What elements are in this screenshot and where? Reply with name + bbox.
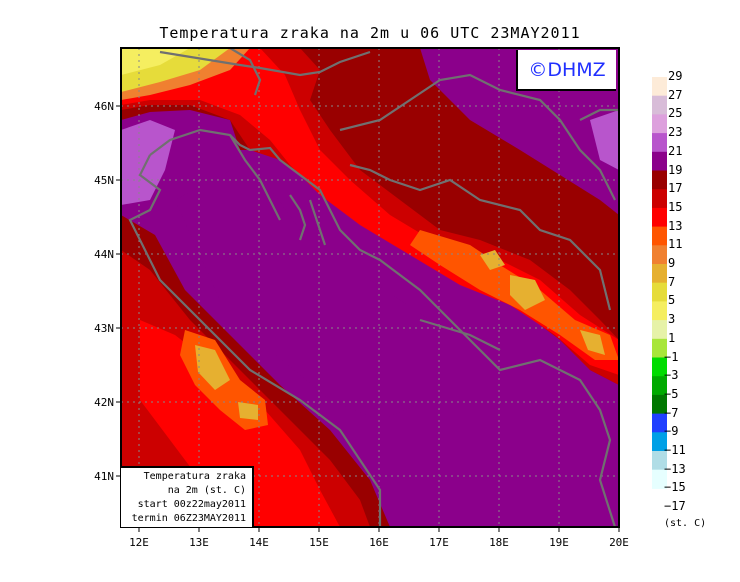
legend-swatch [652, 469, 667, 489]
legend-label: −13 [664, 461, 686, 476]
info-line-unit: na 2m (st. C) [167, 485, 246, 496]
lat-label: 41N [94, 470, 114, 483]
legend-label: 3 [668, 312, 676, 327]
legend-swatch [652, 170, 667, 190]
legend-swatch [652, 451, 667, 471]
legend-label: −9 [664, 424, 679, 439]
lon-label: 12E [129, 536, 149, 549]
legend-swatch [652, 413, 667, 433]
lon-label: 14E [249, 536, 269, 549]
legend-label: −7 [664, 405, 679, 420]
legend-colorbar [652, 77, 667, 489]
legend-label: 11 [668, 237, 683, 252]
legend-swatch [652, 133, 667, 153]
legend-swatch [652, 394, 667, 415]
dhmz-logo: ©DHMZ [516, 50, 616, 91]
lon-label: 20E [609, 536, 629, 549]
legend-label: −17 [664, 499, 686, 514]
legend-label: 25 [668, 106, 683, 121]
lon-label: 16E [369, 536, 389, 549]
info-line-title: Temperatura zraka [143, 471, 246, 482]
legend-swatch [652, 376, 667, 396]
info-line-termin: termin 06Z23MAY2011 [131, 513, 246, 524]
info-box: Temperatura zraka na 2m (st. C) start 00… [121, 466, 254, 527]
legend-swatch [652, 95, 667, 115]
legend-swatch [652, 301, 667, 321]
legend-swatch [652, 189, 667, 209]
legend-swatch [652, 264, 667, 284]
legend-label: 9 [668, 256, 676, 270]
coastline [128, 48, 619, 527]
info-line-start: start 00z22may2011 [137, 499, 246, 510]
lon-label: 18E [489, 536, 509, 549]
legend-swatch [652, 357, 667, 377]
lon-label: 19E [549, 536, 569, 549]
lon-label: 15E [309, 536, 329, 549]
legend-swatch [652, 151, 667, 171]
lat-label: 46N [94, 100, 114, 113]
lat-label: 43N [94, 322, 114, 335]
lat-label: 44N [94, 248, 114, 261]
temperature-field [121, 48, 619, 527]
legend-label: 5 [668, 293, 676, 308]
lon-label: 13E [189, 536, 209, 549]
legend-swatch [652, 226, 667, 246]
map-title: Temperatura zraka na 2m u 06 UTC 23MAY20… [159, 24, 581, 42]
legend-swatch [652, 282, 667, 302]
legend-label: 29 [668, 69, 683, 83]
legend-label: 19 [668, 162, 683, 177]
map-frame [120, 47, 620, 528]
legend-label: 27 [668, 87, 683, 102]
legend-label: −3 [664, 368, 679, 383]
legend-label: −11 [664, 443, 686, 457]
legend-label: 23 [668, 125, 683, 140]
legend-swatch [652, 114, 667, 134]
legend-label: 1 [668, 330, 676, 345]
legend-swatch [652, 432, 667, 452]
legend-label: 17 [668, 181, 683, 196]
legend-label: 15 [668, 199, 683, 214]
legend-swatch [652, 77, 667, 97]
legend-swatch [652, 245, 667, 265]
legend-swatch [652, 338, 667, 358]
legend-label: 21 [668, 143, 683, 158]
legend-label: 13 [668, 218, 683, 233]
legend-label: −15 [664, 480, 686, 495]
legend-label: 7 [668, 274, 676, 289]
legend-swatch [652, 320, 667, 340]
legend-label: −1 [664, 349, 679, 364]
legend-unit: (st. C) [664, 518, 707, 529]
legend-swatch [652, 207, 667, 228]
lon-label: 17E [429, 536, 449, 549]
lat-label: 42N [94, 396, 114, 409]
lat-label: 45N [94, 174, 114, 187]
legend-label: −5 [664, 386, 679, 401]
